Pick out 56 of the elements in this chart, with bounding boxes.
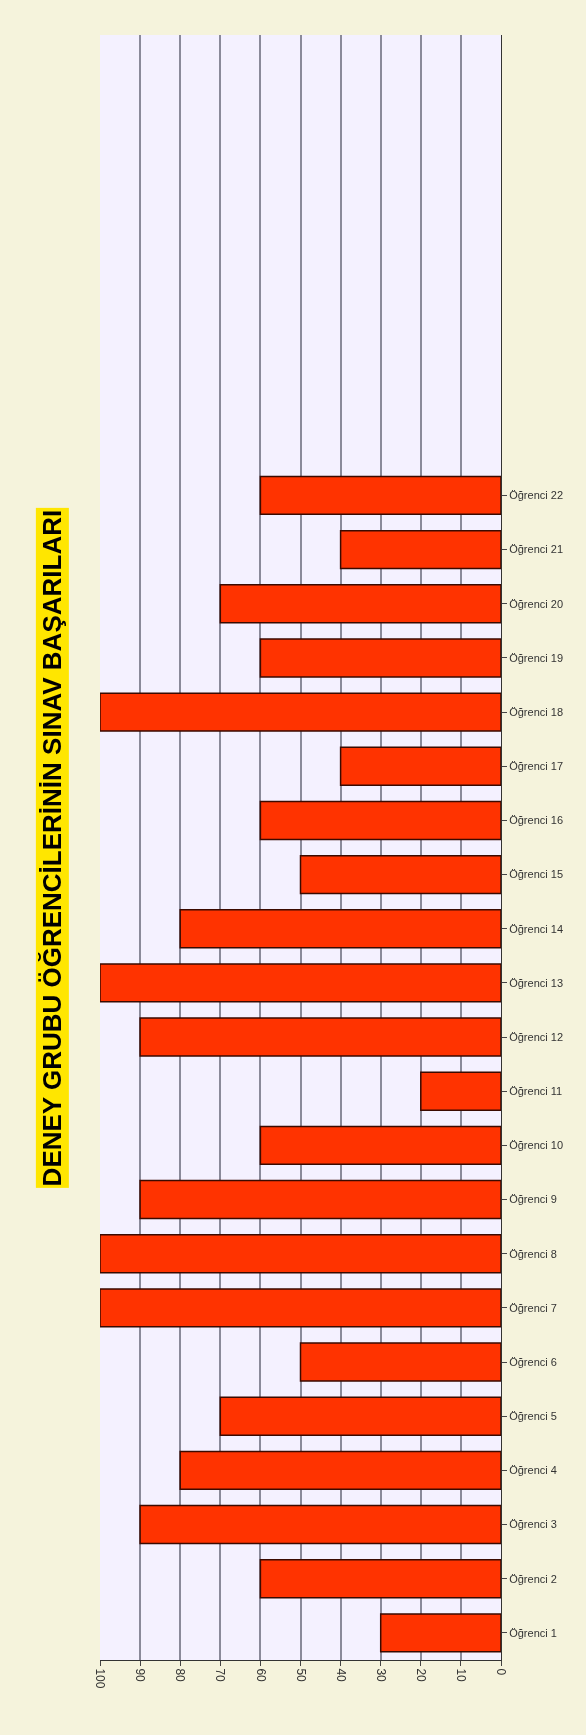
y-tick-label: Öğrenci 17 <box>509 760 564 773</box>
bar <box>139 1017 501 1057</box>
y-tick-label: Öğrenci 6 <box>509 1355 557 1368</box>
x-tick-label: 30 <box>373 1668 388 1683</box>
bar <box>179 909 501 949</box>
y-tick-label: Öğrenci 16 <box>509 814 564 827</box>
bar <box>339 529 501 570</box>
y-tick-label: Öğrenci 5 <box>509 1410 557 1423</box>
y-tick-label: Öğrenci 15 <box>509 868 564 881</box>
x-tick-label: 0 <box>494 1668 509 1676</box>
y-tick-label: Öğrenci 21 <box>509 543 564 556</box>
bar <box>219 1396 501 1436</box>
bar <box>139 1504 501 1545</box>
y-tick-label: Öğrenci 7 <box>509 1301 557 1314</box>
y-tick-label: Öğrenci 11 <box>509 1085 563 1098</box>
bar <box>339 746 501 786</box>
bar <box>139 1179 501 1220</box>
bar <box>299 1342 501 1382</box>
bar <box>219 584 501 624</box>
y-tick-label: Öğrenci 20 <box>509 597 564 610</box>
bar <box>299 854 501 895</box>
y-tick-label: Öğrenci 14 <box>509 922 564 935</box>
x-tick-label: 60 <box>253 1668 268 1683</box>
y-tick-label: Öğrenci 22 <box>509 489 564 502</box>
bar <box>259 475 501 516</box>
y-tick-label: Öğrenci 3 <box>509 1518 557 1531</box>
x-tick-label: 40 <box>333 1668 348 1683</box>
y-tick-label: Öğrenci 9 <box>509 1193 557 1206</box>
x-tick-label: 70 <box>213 1668 228 1683</box>
bar <box>100 1234 501 1274</box>
bar <box>259 1559 501 1599</box>
bar <box>259 800 501 841</box>
y-tick-label: Öğrenci 2 <box>509 1572 557 1585</box>
bar <box>100 692 501 732</box>
text: DENEY GRUBU ÖĞRENCİLERİNİN SINAV BAŞARILARI <box>37 509 68 1187</box>
y-tick-label: Öğrenci 1 <box>509 1626 557 1639</box>
bar <box>100 1288 501 1328</box>
y-tick-label: Öğrenci 18 <box>509 705 564 718</box>
x-tick-label: 20 <box>413 1668 428 1683</box>
y-tick-label: Öğrenci 12 <box>509 1030 564 1043</box>
bar <box>379 1613 501 1653</box>
y-tick-label: Öğrenci 19 <box>509 651 564 664</box>
bar <box>259 1125 501 1166</box>
y-tick-label: Öğrenci 8 <box>509 1247 557 1260</box>
x-tick-label: 10 <box>454 1668 468 1683</box>
y-tick-label: Öğrenci 10 <box>509 1139 564 1152</box>
bar <box>259 638 501 678</box>
x-tick-label: 90 <box>133 1668 148 1683</box>
y-tick-label: Öğrenci 4 <box>509 1464 557 1477</box>
y-tick-label: Öğrenci 13 <box>509 976 564 989</box>
x-tick-label: 80 <box>173 1668 188 1683</box>
bar <box>420 1071 501 1111</box>
bar <box>100 963 501 1003</box>
x-tick-label: 50 <box>293 1668 308 1683</box>
x-tick-label: 100 <box>93 1668 108 1689</box>
bar <box>179 1450 501 1491</box>
